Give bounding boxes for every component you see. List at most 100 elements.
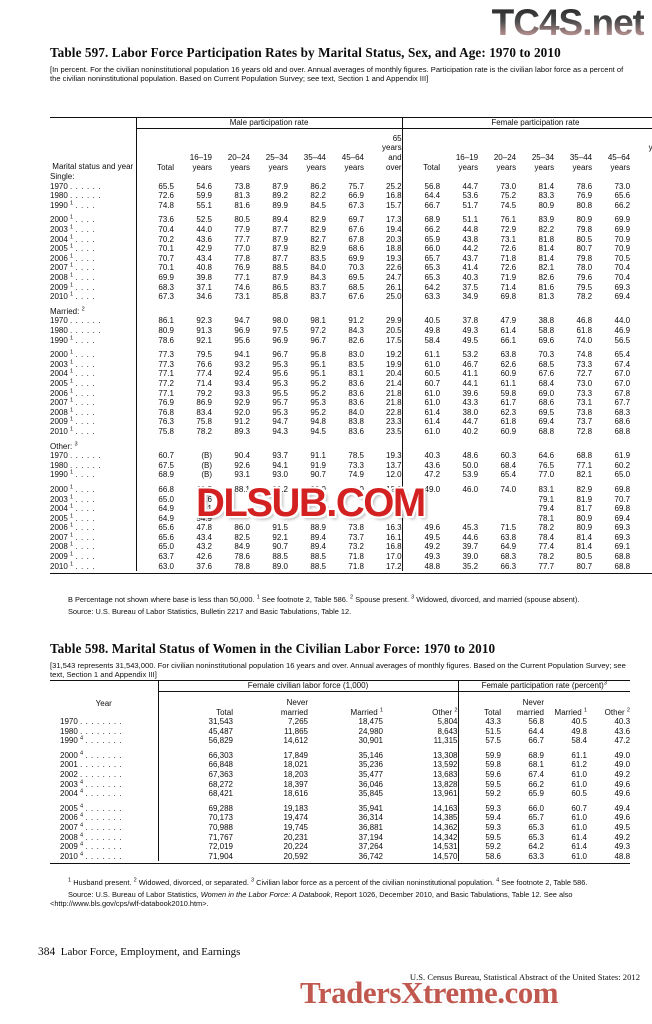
- data-cell: 81.6: [538, 282, 555, 292]
- data-cell: 63.3: [401, 292, 441, 302]
- col-rate-never-married: Never married: [516, 697, 544, 717]
- data-cell: 78.8: [234, 561, 250, 571]
- data-cell: 65.4: [614, 350, 631, 360]
- row-label: 1970 . . . . . .: [50, 181, 102, 191]
- stub-header-598: Year: [95, 699, 112, 709]
- data-cell: 65.5: [135, 181, 174, 192]
- data-cell: 63.8: [500, 350, 517, 360]
- table-row: 2006 1 . . . . 65.6 47.8 86.0 91.5 88.9 73.8 1…: [50, 523, 652, 533]
- data-cell: 68.8: [538, 426, 555, 436]
- data-cell: 94.1: [272, 460, 288, 470]
- table-row-group-label: Other: 3: [50, 441, 652, 452]
- data-cell: 15.7: [386, 200, 402, 210]
- data-cell: 70.7: [135, 253, 174, 264]
- data-cell: 81.9: [576, 494, 593, 504]
- data-cell: 35,477: [358, 770, 383, 780]
- table-row: 2007 1 . . . . 76.9 86.9 92.9 95.7 95.3 83.6 2…: [50, 398, 652, 408]
- data-cell: 15.5: [630, 244, 652, 254]
- data-cell: 83.5: [310, 253, 326, 263]
- data-cell: 74.5: [500, 200, 517, 210]
- data-cell: 73.0: [614, 181, 631, 191]
- data-cell: 58.4: [401, 335, 441, 346]
- data-cell: 49.2: [401, 542, 441, 553]
- data-cell: 87.7: [272, 225, 288, 235]
- data-cell: 53.2: [462, 350, 479, 360]
- table-row: 2004 4 . . . . . . . 68,421 18,616 35,845 1…: [50, 789, 630, 799]
- data-cell: 83.1: [538, 484, 555, 494]
- data-cell: 84.3: [348, 326, 364, 335]
- data-cell: 68.4: [538, 378, 555, 388]
- data-cell: 13,308: [433, 750, 458, 760]
- data-cell: 83.0: [348, 350, 364, 360]
- data-cell: 69,288: [157, 803, 233, 814]
- data-cell: 69.4: [538, 417, 555, 427]
- data-cell: 65.6: [135, 532, 174, 543]
- data-cell: 51.7: [462, 200, 479, 210]
- data-cell: 81.7: [576, 504, 593, 514]
- data-cell: 40.8: [196, 263, 212, 273]
- data-cell: 91.2: [348, 316, 364, 326]
- table-row: 1990 1 . . . . 68.9 (B) 93.1 93.0 90.7 74.9 12…: [50, 470, 652, 480]
- data-cell: 73.3: [576, 388, 593, 398]
- data-cell: 67.6: [348, 292, 364, 302]
- row-label: 1990 4 . . . . . . .: [60, 735, 123, 746]
- data-cell: 61.2: [571, 760, 587, 770]
- data-cell: 60.5: [196, 484, 212, 494]
- data-cell: 40.3: [401, 451, 441, 461]
- table-598-head: Female civilian labor force (1,000) Fema…: [50, 680, 631, 718]
- data-cell: 47.2: [614, 736, 631, 746]
- data-cell: 43.4: [196, 253, 212, 263]
- data-cell: 69.5: [538, 407, 555, 417]
- row-label: 2010 1 . . . .: [50, 426, 96, 436]
- data-cell: 66.7: [401, 200, 441, 211]
- data-cell: 59.8: [500, 388, 517, 398]
- data-cell: 83.4: [196, 407, 212, 417]
- col-female-total: Total: [401, 128, 441, 173]
- data-cell: 49.0: [614, 760, 631, 770]
- data-cell: 82.9: [576, 484, 593, 494]
- data-cell: 96.7: [310, 335, 326, 345]
- data-cell: 91.2: [234, 417, 250, 427]
- data-cell: 44.7: [462, 181, 479, 191]
- data-cell: 25.2: [386, 181, 402, 191]
- data-cell: 77.3: [135, 350, 174, 360]
- data-cell: 18,397: [283, 779, 308, 789]
- data-cell: 79.8: [576, 253, 593, 263]
- row-label: 2004 1 . . . .: [50, 234, 96, 244]
- data-cell: 20.5: [630, 273, 652, 283]
- data-cell: 42.6: [196, 552, 212, 562]
- row-label: 2009 1 . . . .: [50, 281, 96, 292]
- data-cell: 20,592: [283, 851, 308, 861]
- data-cell: 78.2: [538, 552, 555, 562]
- data-cell: 89.9: [272, 200, 288, 210]
- data-cell: 52.5: [196, 215, 212, 225]
- table-row: 2009 4 . . . . . . . 72,019 20,224 37,264 1…: [50, 842, 630, 852]
- data-cell: 80.7: [576, 244, 593, 254]
- data-cell: 35,146: [358, 750, 383, 760]
- data-cell: 61.9: [614, 451, 631, 461]
- data-cell: 73.6: [135, 215, 174, 226]
- row-label: 2010 4 . . . . . . .: [60, 851, 123, 861]
- table-row: 2005 4 . . . . . . . 69,288 19,183 35,941 1…: [50, 803, 630, 814]
- data-cell: 61.8: [576, 326, 593, 335]
- data-cell: 45,487: [157, 726, 233, 737]
- data-cell: 13.6: [630, 398, 652, 408]
- data-cell: 18,616: [283, 789, 308, 799]
- row-label: 2003 1 . . . .: [50, 359, 96, 369]
- data-cell: 41.4: [462, 263, 479, 273]
- data-cell: [401, 504, 441, 514]
- data-cell: 98.1: [310, 316, 326, 326]
- data-cell: 23.3: [386, 417, 402, 427]
- row-label: 2003 4 . . . . . . .: [60, 779, 123, 789]
- data-cell: 61.1: [401, 350, 441, 360]
- data-cell: 36,314: [358, 813, 383, 823]
- data-cell: 82.1: [538, 263, 555, 273]
- data-cell: 73.3: [348, 460, 364, 470]
- data-cell: 14,612: [283, 736, 308, 746]
- data-cell: 59.5: [457, 832, 501, 843]
- data-cell: 92.4: [234, 369, 250, 379]
- table-598-title: Table 598. Marital Status of Women in th…: [50, 641, 496, 656]
- data-cell: 11.4: [630, 533, 652, 543]
- data-cell: 40.3: [462, 273, 479, 283]
- data-cell: 92.1: [196, 335, 212, 345]
